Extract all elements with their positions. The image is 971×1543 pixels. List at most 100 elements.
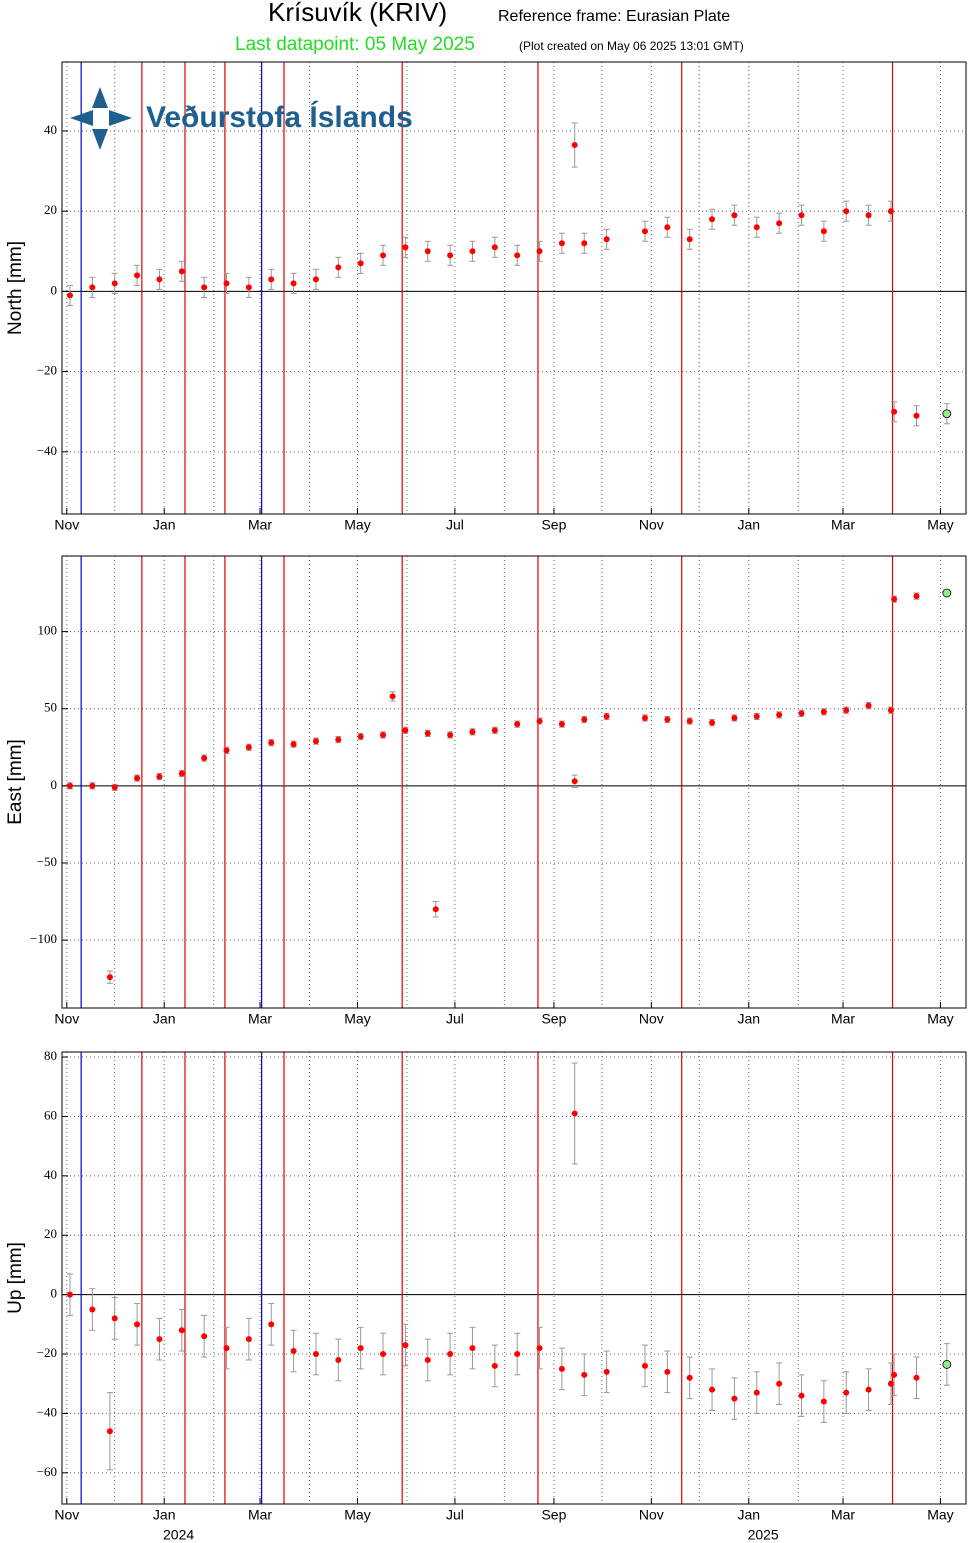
point bbox=[913, 1374, 920, 1381]
title: Krísuvík (KRIV) bbox=[268, 0, 447, 27]
point bbox=[111, 1315, 118, 1322]
last-point bbox=[942, 409, 952, 419]
point bbox=[357, 1345, 364, 1352]
y-axis-label: North [mm] bbox=[5, 241, 26, 335]
point bbox=[558, 721, 565, 728]
point bbox=[178, 770, 185, 777]
point bbox=[335, 264, 342, 271]
point bbox=[380, 1351, 387, 1358]
plot-area bbox=[62, 1052, 966, 1504]
y-tick-label: 50 bbox=[44, 700, 57, 715]
x-tick-label: May bbox=[927, 1011, 953, 1027]
point bbox=[731, 212, 738, 219]
point bbox=[536, 1345, 543, 1352]
point bbox=[223, 747, 230, 754]
point bbox=[820, 708, 827, 715]
x-tick-label: Jan bbox=[737, 1507, 760, 1523]
x-tick-label: Mar bbox=[248, 1011, 272, 1027]
x-tick-label: Nov bbox=[54, 1011, 79, 1027]
point bbox=[312, 738, 319, 745]
point bbox=[571, 1110, 578, 1117]
point bbox=[514, 1351, 521, 1358]
point bbox=[887, 208, 894, 215]
point bbox=[887, 1380, 894, 1387]
point bbox=[571, 778, 578, 785]
y-tick-label: 80 bbox=[44, 1048, 57, 1063]
point bbox=[178, 268, 185, 275]
point bbox=[798, 710, 805, 717]
point bbox=[891, 408, 898, 415]
point bbox=[491, 727, 498, 734]
y-tick-label: 20 bbox=[44, 1226, 57, 1241]
point bbox=[753, 224, 760, 231]
y-tick-label: 0 bbox=[51, 1286, 58, 1301]
point bbox=[156, 773, 163, 780]
x-tick-label: Jan bbox=[737, 517, 760, 533]
point bbox=[380, 252, 387, 259]
y-tick-label: 40 bbox=[44, 122, 57, 137]
point bbox=[268, 1321, 275, 1328]
y-tick-label: −40 bbox=[37, 443, 57, 458]
point bbox=[106, 974, 113, 981]
point bbox=[865, 212, 872, 219]
point bbox=[424, 248, 431, 255]
x-tick-label: Sep bbox=[541, 517, 566, 533]
point bbox=[134, 1321, 141, 1328]
logo-shape bbox=[70, 110, 93, 126]
x-tick-label: Nov bbox=[639, 517, 664, 533]
x-tick-label: Mar bbox=[831, 517, 855, 533]
point bbox=[111, 280, 118, 287]
point bbox=[664, 716, 671, 723]
point bbox=[536, 718, 543, 725]
y-tick-label: −20 bbox=[37, 1345, 57, 1360]
y-tick-label: 100 bbox=[38, 623, 58, 638]
point bbox=[402, 244, 409, 251]
last-datapoint: Last datapoint: 05 May 2025 bbox=[235, 34, 475, 55]
point bbox=[709, 216, 716, 223]
x-tick-label: Mar bbox=[831, 1011, 855, 1027]
point bbox=[820, 228, 827, 235]
point bbox=[514, 252, 521, 259]
point bbox=[89, 782, 96, 789]
point bbox=[66, 292, 73, 299]
point bbox=[581, 716, 588, 723]
point bbox=[709, 1386, 716, 1393]
point bbox=[865, 1386, 872, 1393]
logo: Veðurstofa Íslands bbox=[70, 87, 413, 150]
y-axis-label: Up [mm] bbox=[5, 1242, 26, 1314]
point bbox=[178, 1327, 185, 1334]
y-tick-label: −100 bbox=[30, 931, 57, 946]
x-tick-label: May bbox=[344, 1011, 370, 1027]
point bbox=[664, 1368, 671, 1375]
last-point bbox=[942, 1360, 952, 1369]
point bbox=[491, 244, 498, 251]
x-tick-label: May bbox=[927, 517, 953, 533]
point bbox=[709, 719, 716, 726]
point bbox=[389, 693, 396, 700]
y-tick-label: 20 bbox=[44, 202, 57, 217]
point bbox=[380, 731, 387, 738]
point bbox=[335, 1356, 342, 1363]
point bbox=[268, 276, 275, 283]
x-tick-label: Jan bbox=[737, 1011, 760, 1027]
point bbox=[290, 280, 297, 287]
point bbox=[156, 1336, 163, 1343]
y-tick-label: 0 bbox=[51, 282, 58, 297]
last-point bbox=[942, 588, 952, 598]
point bbox=[776, 711, 783, 718]
point bbox=[753, 713, 760, 720]
point bbox=[865, 702, 872, 709]
point bbox=[201, 1333, 208, 1340]
point bbox=[312, 1351, 319, 1358]
point bbox=[312, 276, 319, 283]
x-tick-label: Jan bbox=[153, 1011, 176, 1027]
x-tick-label: Sep bbox=[541, 1507, 566, 1523]
x-tick-label: Mar bbox=[248, 517, 272, 533]
point bbox=[913, 412, 920, 419]
point bbox=[558, 240, 565, 247]
point bbox=[402, 1342, 409, 1349]
point bbox=[424, 730, 431, 737]
x-tick-label: Nov bbox=[639, 1011, 664, 1027]
point bbox=[603, 1368, 610, 1375]
point bbox=[66, 782, 73, 789]
